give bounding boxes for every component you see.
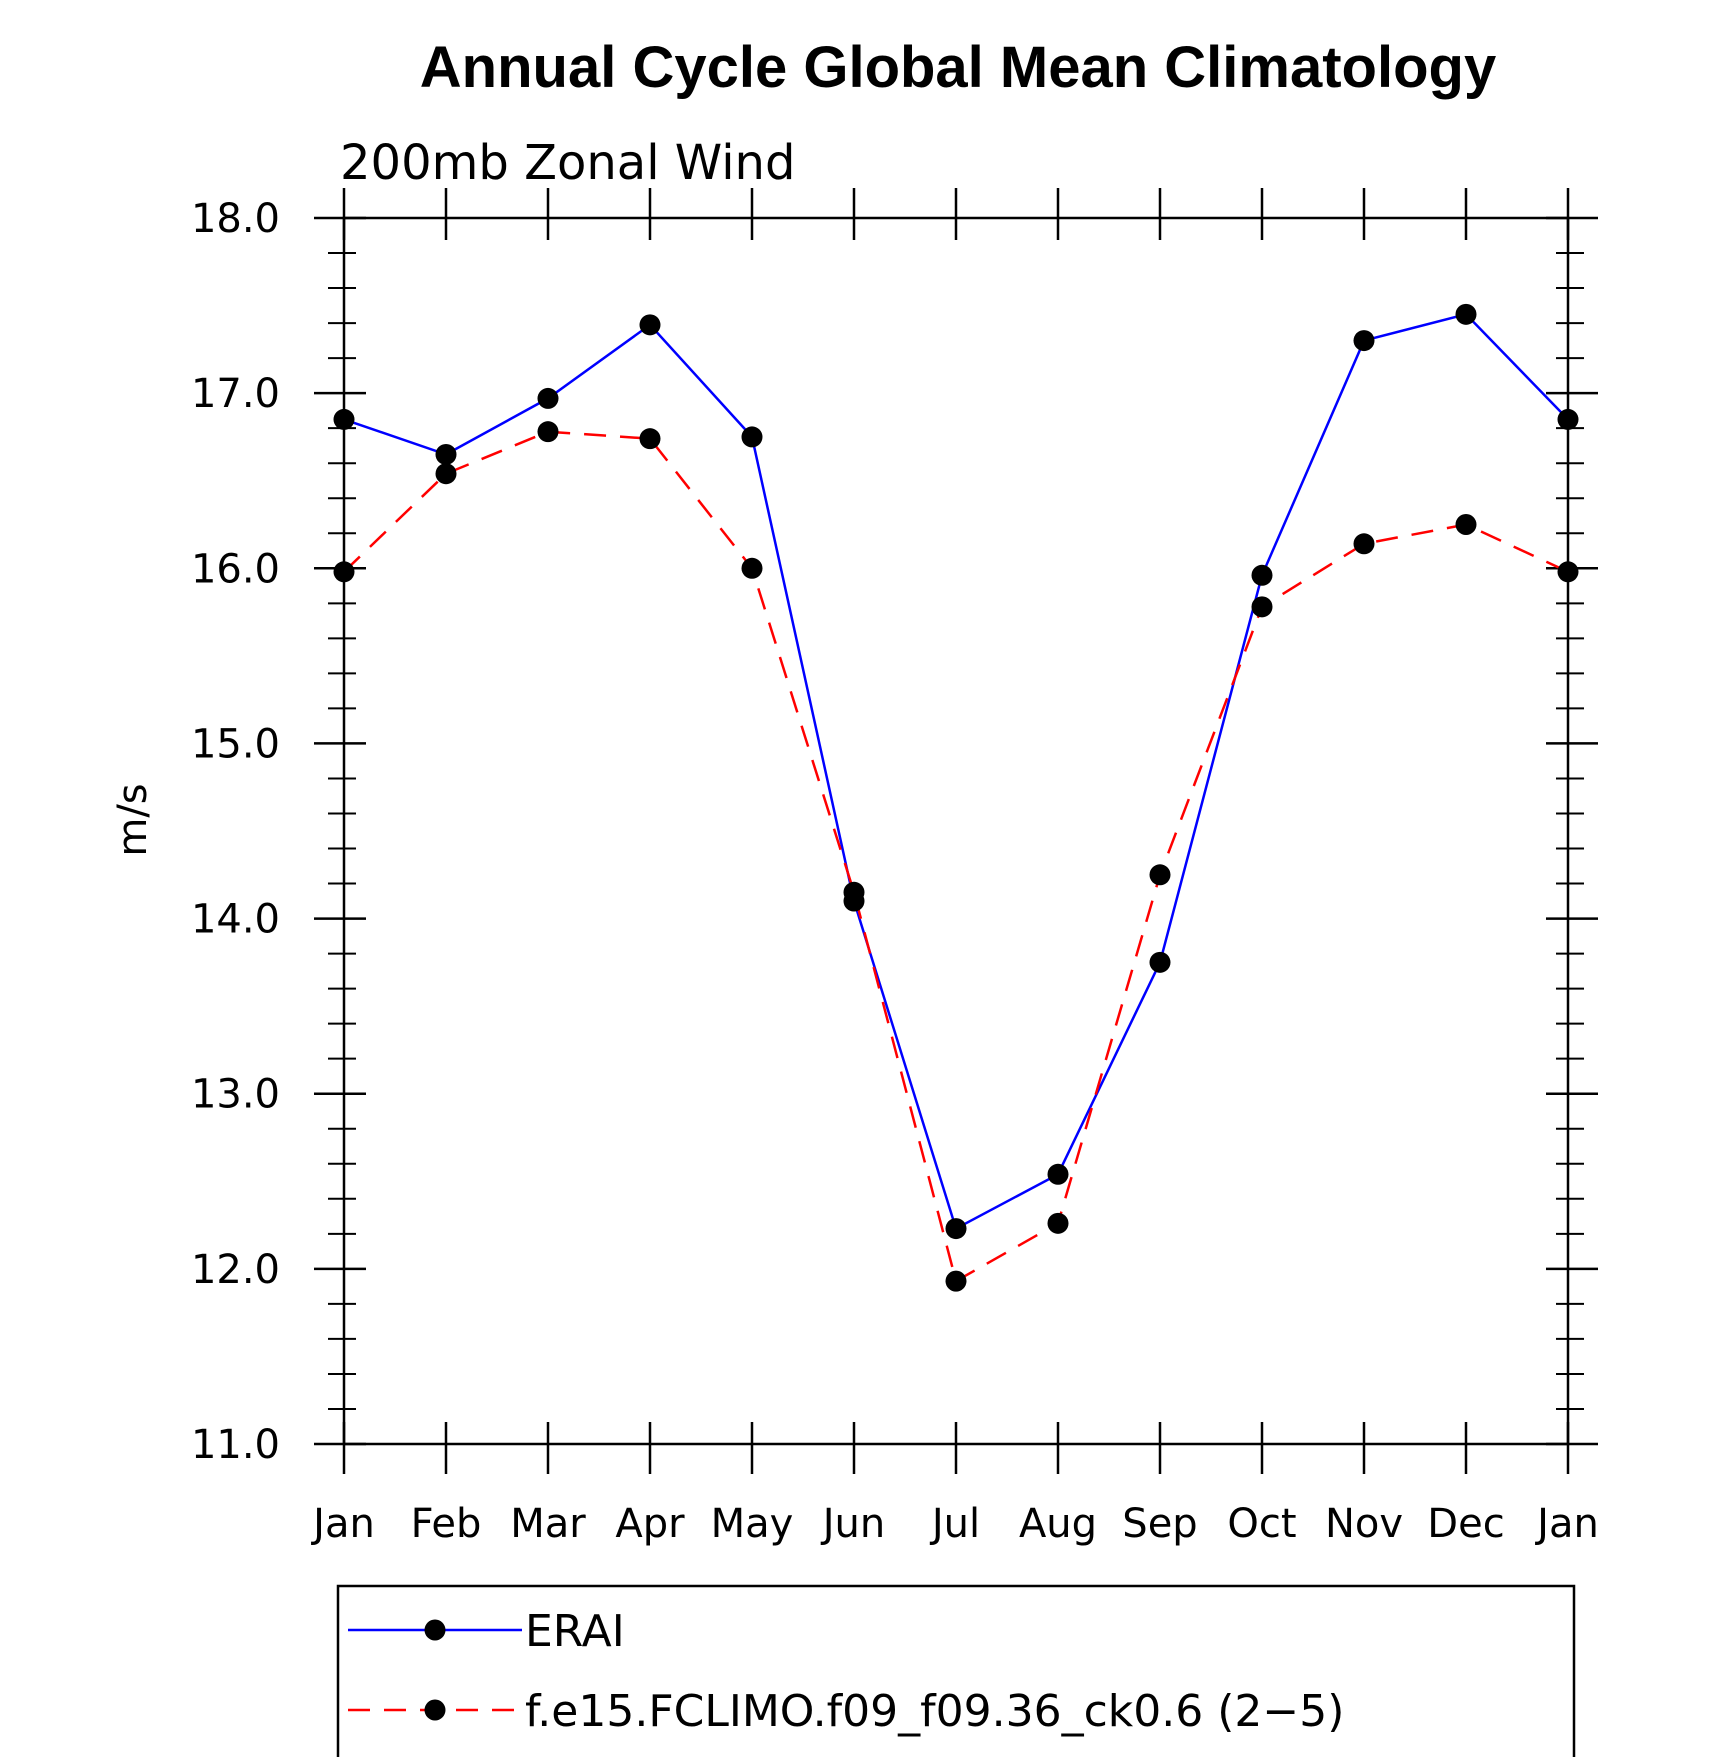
data-point (639, 314, 661, 336)
data-point (741, 557, 763, 579)
series-lines (343, 312, 1569, 1283)
data-point (1251, 596, 1273, 618)
series-line-0 (343, 312, 1569, 1231)
y-tick-label: 15.0 (191, 721, 280, 767)
legend-marker (424, 1699, 446, 1721)
x-tick-label: Apr (615, 1501, 685, 1547)
data-point (1353, 533, 1375, 555)
data-point (537, 421, 559, 443)
data-point (945, 1218, 967, 1240)
series-points (333, 303, 1579, 1292)
legend-marker (424, 1619, 446, 1641)
data-point (1557, 408, 1579, 430)
legend: ERAI f.e15.FCLIMO.f09_f09.36_ck0.6 (2−5) (348, 1606, 1344, 1737)
y-tick-label: 12.0 (191, 1247, 280, 1293)
x-tick-label: Jan (1534, 1501, 1599, 1547)
data-point (1455, 514, 1477, 535)
y-tick-label: 17.0 (191, 371, 280, 417)
legend-box (336, 1584, 1576, 1757)
data-point (639, 428, 661, 450)
data-point (1149, 864, 1171, 886)
legend-label-1: f.e15.FCLIMO.f09_f09.36_ck0.6 (2−5) (525, 1686, 1344, 1737)
x-tick-label: Oct (1227, 1501, 1296, 1547)
x-tick-label: Dec (1427, 1501, 1504, 1547)
data-point (333, 561, 355, 583)
data-point (435, 463, 457, 485)
y-tick-label: 18.0 (191, 196, 280, 242)
chart-title: Annual Cycle Global Mean Climatology (420, 35, 1496, 100)
x-tick-label: Jun (820, 1501, 886, 1547)
legend-label-0: ERAI (525, 1606, 625, 1657)
data-point (945, 1270, 967, 1292)
data-point (1251, 564, 1273, 586)
data-point (333, 408, 355, 430)
data-point (537, 387, 559, 409)
chart-subtitle: 200mb Zonal Wind (340, 135, 795, 191)
data-point (435, 443, 457, 465)
x-tick-label: Sep (1122, 1501, 1197, 1547)
data-point (1353, 330, 1375, 352)
plot-frame (342, 216, 1570, 1446)
x-tick-label: Nov (1325, 1501, 1403, 1547)
x-tick-label: Jan (310, 1501, 375, 1547)
data-point (1047, 1212, 1069, 1234)
data-point (843, 881, 865, 903)
data-point (741, 426, 763, 448)
x-tick-label: Jul (929, 1501, 980, 1547)
y-tick-label: 13.0 (191, 1072, 280, 1118)
y-tick-label: 11.0 (191, 1422, 280, 1468)
data-point (1455, 303, 1477, 325)
x-tick-label: Aug (1019, 1501, 1097, 1547)
x-tick-label: Feb (411, 1501, 482, 1547)
data-point (1149, 951, 1171, 973)
data-point (1557, 561, 1579, 583)
x-tick-label: Mar (510, 1501, 586, 1547)
axis-ticks: Jan Feb Mar Apr May Jun Jul Aug Sep Oct Nov Dec Jan 1… (191, 188, 1599, 1547)
y-axis-label: m/s (110, 783, 156, 856)
y-tick-label: 14.0 (191, 897, 280, 943)
x-tick-label: May (711, 1501, 794, 1547)
series-line-1 (343, 430, 1569, 1283)
y-tick-label: 16.0 (191, 546, 280, 592)
data-point (1047, 1163, 1069, 1185)
